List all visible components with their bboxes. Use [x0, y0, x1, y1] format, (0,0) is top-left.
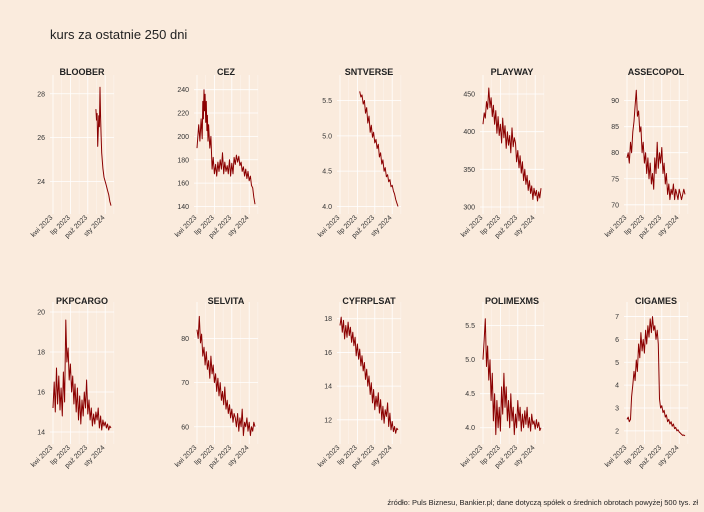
y-tick-label: 28	[37, 91, 45, 98]
x-tick-label: kwi 2023	[460, 444, 485, 469]
panel-title: CEZ	[217, 67, 236, 77]
series-line	[482, 87, 542, 202]
series-line	[52, 319, 112, 431]
y-tick-label: 6	[615, 337, 619, 344]
chart-title: kurs za ostatnie 250 dni	[50, 27, 188, 42]
y-tick-label: 16	[37, 390, 45, 397]
y-tick-label: 75	[611, 176, 619, 183]
x-tick-label: kwi 2023	[30, 214, 55, 239]
y-tick-label: 5.0	[322, 133, 332, 140]
y-tick-label: 80	[611, 150, 619, 157]
y-tick-label: 350	[463, 167, 475, 174]
y-tick-label: 4.5	[465, 391, 475, 398]
y-tick-label: 20	[37, 310, 45, 317]
x-tick-label: kwi 2023	[604, 214, 629, 239]
y-tick-label: 7	[615, 314, 619, 321]
panel-title: PLAYWAY	[491, 67, 534, 77]
panel-title: CIGAMES	[635, 296, 677, 306]
y-tick-label: 300	[463, 204, 475, 211]
y-tick-label: 160	[177, 181, 189, 188]
x-tick-label: kwi 2023	[30, 444, 55, 469]
y-tick-label: 220	[177, 111, 189, 118]
y-tick-label: 60	[181, 424, 189, 431]
series-line	[359, 91, 399, 207]
y-tick-label: 18	[324, 316, 332, 323]
y-tick-label: 85	[611, 124, 619, 131]
series-line	[196, 89, 256, 205]
y-tick-label: 240	[177, 87, 189, 94]
y-tick-label: 14	[37, 430, 45, 437]
x-tick-label: kwi 2023	[460, 214, 485, 239]
y-tick-label: 200	[177, 134, 189, 141]
y-tick-label: 140	[177, 204, 189, 211]
y-tick-label: 70	[181, 380, 189, 387]
y-tick-label: 12	[324, 417, 332, 424]
y-tick-label: 3	[615, 406, 619, 413]
panel-title: PKPCARGO	[56, 296, 108, 306]
x-tick-label: kwi 2023	[604, 444, 629, 469]
y-tick-label: 450	[463, 92, 475, 99]
panel-title: BLOOBER	[60, 67, 106, 77]
y-tick-label: 24	[37, 179, 45, 186]
y-tick-label: 5	[615, 360, 619, 367]
y-tick-label: 5.0	[465, 357, 475, 364]
y-tick-label: 14	[324, 384, 332, 391]
x-tick-label: kwi 2023	[317, 444, 342, 469]
y-tick-label: 90	[611, 98, 619, 105]
panel-title: CYFRPLSAT	[342, 296, 396, 306]
series-line	[626, 89, 686, 201]
series-line	[339, 316, 399, 434]
y-tick-label: 4.0	[465, 425, 475, 432]
y-tick-label: 180	[177, 157, 189, 164]
y-tick-label: 5.5	[465, 323, 475, 330]
series-line	[95, 86, 112, 206]
y-tick-label: 5.5	[322, 98, 332, 105]
y-tick-label: 2	[615, 428, 619, 435]
y-tick-label: 4	[615, 383, 619, 390]
y-tick-label: 18	[37, 350, 45, 357]
y-tick-label: 4.5	[322, 169, 332, 176]
series-line	[482, 318, 542, 436]
x-tick-label: kwi 2023	[174, 444, 199, 469]
x-tick-label: kwi 2023	[317, 214, 342, 239]
source-caption: źródło: Puls Biznesu, Bankier.pl; dane d…	[387, 498, 698, 507]
y-tick-label: 26	[37, 135, 45, 142]
panel-title: POLIMEXMS	[485, 296, 539, 306]
y-tick-label: 4.0	[322, 204, 332, 211]
panel-title: ASSECOPOL	[628, 67, 685, 77]
y-tick-label: 80	[181, 336, 189, 343]
series-line	[626, 316, 686, 437]
y-tick-label: 16	[324, 350, 332, 357]
series-line	[196, 315, 256, 437]
panel-title: SNTVERSE	[345, 67, 394, 77]
y-tick-label: 70	[611, 202, 619, 209]
y-tick-label: 400	[463, 129, 475, 136]
x-tick-label: kwi 2023	[174, 214, 199, 239]
panel-title: SELVITA	[208, 296, 245, 306]
